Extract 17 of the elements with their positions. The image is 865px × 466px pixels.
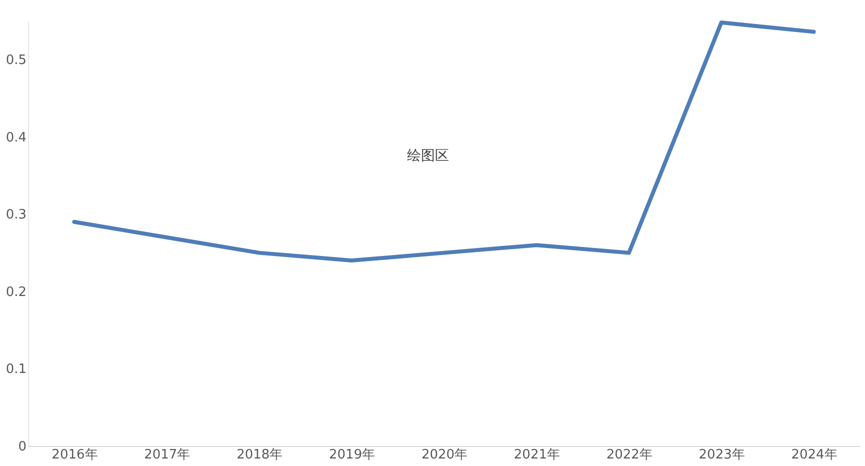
y-tick-label: 0: [18, 440, 26, 454]
x-tick-label: 2022年: [606, 448, 652, 462]
y-tick-label: 0.4: [6, 130, 26, 146]
annotation: 绘图区: [407, 148, 449, 164]
y-tick-label: 0.2: [6, 284, 26, 300]
line-series: [72, 20, 816, 263]
x-tick-label: 2024年: [791, 448, 838, 462]
x-tick-label: 2016年: [52, 448, 98, 462]
y-tick-label: 0.3: [6, 208, 26, 223]
x-tick-label: 2017年: [144, 448, 190, 462]
y-tick-label: 0.1: [6, 362, 26, 378]
x-tick-label: 2023年: [698, 448, 745, 462]
x-tick-label: 2020年: [421, 448, 468, 462]
x-tick-label: 2021年: [514, 448, 560, 462]
x-tick-label: 2019年: [329, 448, 376, 462]
y-tick-label: 0.5: [6, 53, 26, 68]
x-tick-label: 2018年: [236, 448, 283, 462]
